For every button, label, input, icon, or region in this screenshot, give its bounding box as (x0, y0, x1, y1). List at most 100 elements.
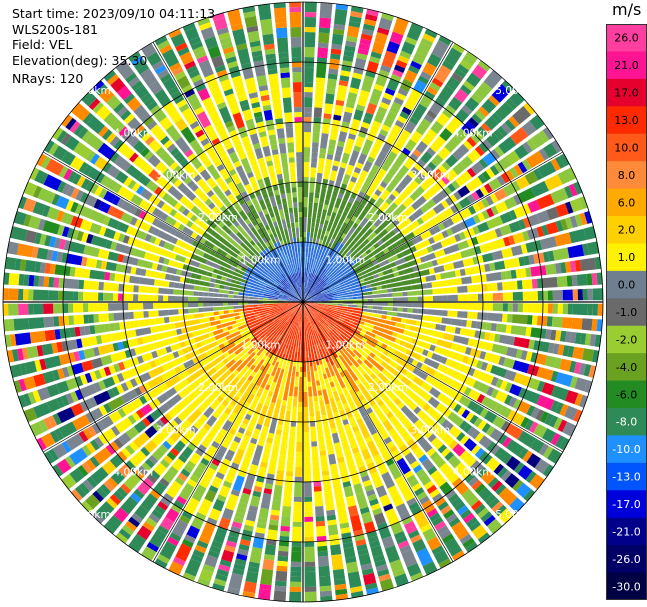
velocity-gate (342, 304, 348, 307)
velocity-gate (136, 477, 154, 496)
velocity-gate (259, 583, 272, 591)
velocity-gate (173, 440, 186, 453)
velocity-gate (349, 345, 355, 352)
velocity-gate (215, 415, 226, 428)
velocity-gate (313, 312, 318, 317)
velocity-gate (293, 309, 298, 315)
velocity-gate (517, 401, 531, 415)
velocity-gate (147, 375, 164, 389)
velocity-gate (278, 335, 283, 341)
velocity-gate (221, 232, 229, 239)
velocity-gate (507, 314, 513, 323)
velocity-gate (404, 470, 414, 479)
velocity-gate (295, 321, 298, 327)
velocity-gate (98, 368, 107, 378)
velocity-gate (544, 413, 554, 426)
velocity-gate (374, 335, 385, 343)
velocity-gate (48, 276, 55, 288)
velocity-gate (271, 387, 280, 404)
velocity-gate (325, 278, 331, 283)
velocity-gate (200, 521, 216, 540)
velocity-gate (303, 342, 306, 352)
velocity-gate (337, 389, 344, 396)
velocity-gate (301, 292, 303, 298)
velocity-gate (373, 554, 385, 563)
velocity-gate (350, 514, 363, 532)
velocity-gate (203, 312, 210, 317)
velocity-gate (324, 163, 332, 170)
velocity-gate (83, 245, 100, 258)
velocity-gate (123, 293, 134, 301)
velocity-gate (304, 122, 312, 133)
velocity-gate (347, 304, 358, 308)
velocity-gate (315, 261, 324, 276)
velocity-gate (258, 297, 264, 300)
velocity-gate (313, 329, 319, 340)
velocity-gate (415, 339, 432, 350)
velocity-gate (264, 48, 276, 55)
velocity-gate (257, 3, 272, 21)
velocity-gate (85, 133, 104, 151)
velocity-gate (52, 464, 64, 477)
velocity-gate (427, 175, 436, 185)
velocity-gate (466, 136, 477, 148)
velocity-gate (281, 323, 291, 337)
velocity-gate (313, 350, 317, 356)
velocity-gate (453, 191, 462, 201)
velocity-gate (385, 320, 391, 325)
velocity-gate (423, 416, 440, 432)
velocity-gate (43, 417, 53, 430)
velocity-gate (103, 292, 114, 301)
velocity-gate (9, 226, 28, 241)
velocity-gate (223, 88, 234, 97)
velocity-gate (296, 316, 299, 322)
velocity-gate (227, 403, 235, 411)
velocity-gate (419, 239, 431, 249)
velocity-gate (382, 172, 394, 185)
velocity-gate (181, 345, 194, 355)
velocity-gate (311, 147, 319, 153)
velocity-gate (381, 471, 395, 489)
velocity-gate (208, 151, 218, 159)
velocity-gate (362, 305, 368, 309)
velocity-gate (134, 469, 145, 480)
velocity-gate (394, 410, 403, 418)
nrays-label: NRays: 120 (12, 71, 84, 86)
velocity-gate (454, 88, 469, 103)
velocity-gate (319, 590, 332, 597)
velocity-gate (150, 408, 163, 421)
velocity-gate (308, 257, 313, 268)
velocity-gate (346, 208, 355, 220)
velocity-gate (565, 390, 579, 405)
velocity-gate (453, 260, 465, 269)
velocity-gate (332, 308, 338, 311)
velocity-gate (327, 275, 341, 286)
velocity-gate (350, 586, 363, 594)
velocity-gate (391, 419, 400, 427)
velocity-gate (359, 89, 370, 98)
velocity-gate (446, 377, 454, 387)
velocity-gate (321, 292, 327, 295)
velocity-gate (279, 317, 285, 322)
velocity-gate (141, 417, 151, 427)
velocity-gate (359, 279, 365, 284)
velocity-gate (367, 493, 378, 502)
velocity-gate (138, 384, 147, 394)
velocity-gate (44, 262, 51, 274)
velocity-gate (299, 336, 301, 342)
velocity-gate (224, 407, 232, 415)
velocity-gate (315, 309, 321, 313)
velocity-gate (308, 277, 311, 283)
velocity-gate (426, 261, 434, 268)
velocity-gate (296, 277, 299, 283)
velocity-gate (366, 407, 374, 415)
velocity-gate (269, 381, 277, 393)
velocity-gate (376, 441, 385, 449)
velocity-gate (285, 410, 291, 422)
velocity-gate (44, 329, 56, 342)
velocity-gate (381, 97, 392, 106)
velocity-gate (262, 348, 268, 355)
velocity-gate (105, 333, 112, 343)
velocity-gate (518, 447, 529, 460)
velocity-gate (125, 460, 136, 471)
